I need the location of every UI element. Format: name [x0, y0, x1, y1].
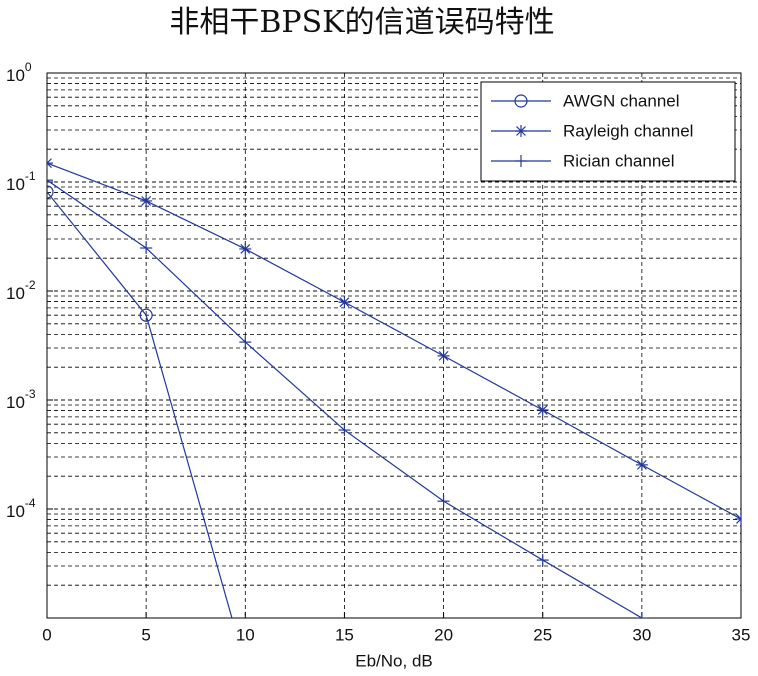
- marker: [47, 174, 53, 187]
- y-tick-exponent: -3: [25, 387, 36, 401]
- y-tick-exponent: -2: [25, 278, 36, 292]
- y-tick-base: 10: [6, 502, 25, 521]
- marker: [140, 194, 153, 207]
- marker: [515, 155, 527, 167]
- marker: [47, 157, 53, 170]
- marker: [140, 242, 153, 255]
- y-tick-exponent: 0: [25, 60, 32, 74]
- marker: [239, 336, 252, 349]
- marker: [514, 94, 528, 108]
- x-tick-label: 35: [732, 625, 751, 644]
- x-tick-label: 0: [42, 625, 51, 644]
- y-tick-label: 10-1: [6, 169, 36, 194]
- x-tick-label: 5: [141, 625, 150, 644]
- legend-label: Rician channel: [563, 151, 675, 170]
- y-tick-base: 10: [6, 284, 25, 303]
- marker: [635, 458, 648, 471]
- x-tick-label: 20: [434, 625, 453, 644]
- marker: [515, 125, 527, 137]
- plot-area: [47, 157, 741, 618]
- legend-label: Rayleigh channel: [563, 121, 693, 140]
- x-tick-label: 25: [533, 625, 552, 644]
- y-tick-base: 10: [6, 175, 25, 194]
- marker: [437, 349, 450, 362]
- y-tick-exponent: -1: [25, 169, 36, 183]
- x-axis-label: Eb/No, dB: [355, 651, 433, 670]
- marker: [536, 403, 549, 416]
- series-line: [47, 162, 741, 520]
- marker: [139, 308, 153, 322]
- marker: [735, 512, 741, 525]
- marker: [47, 185, 54, 199]
- series-line: [47, 191, 233, 618]
- y-tick-label: 10-2: [6, 278, 36, 303]
- y-tick-label: 10-4: [6, 496, 36, 521]
- y-tick-base: 10: [6, 66, 25, 85]
- marker: [437, 495, 450, 508]
- x-tick-label: 30: [632, 625, 651, 644]
- y-tick-base: 10: [6, 393, 25, 412]
- marker: [635, 612, 648, 618]
- x-tick-label: 10: [236, 625, 255, 644]
- marker: [239, 242, 252, 255]
- y-tick-exponent: -4: [25, 496, 36, 510]
- marker: [338, 296, 351, 309]
- plot-frame: [46, 72, 742, 619]
- y-tick-label: 10-3: [6, 387, 36, 412]
- legend-label: AWGN channel: [563, 91, 680, 110]
- marker: [338, 424, 351, 437]
- marker: [536, 554, 549, 567]
- x-tick-label: 15: [335, 625, 354, 644]
- chart-title: 非相干BPSK的信道误码特性: [169, 5, 554, 40]
- y-tick-label: 100: [6, 60, 32, 85]
